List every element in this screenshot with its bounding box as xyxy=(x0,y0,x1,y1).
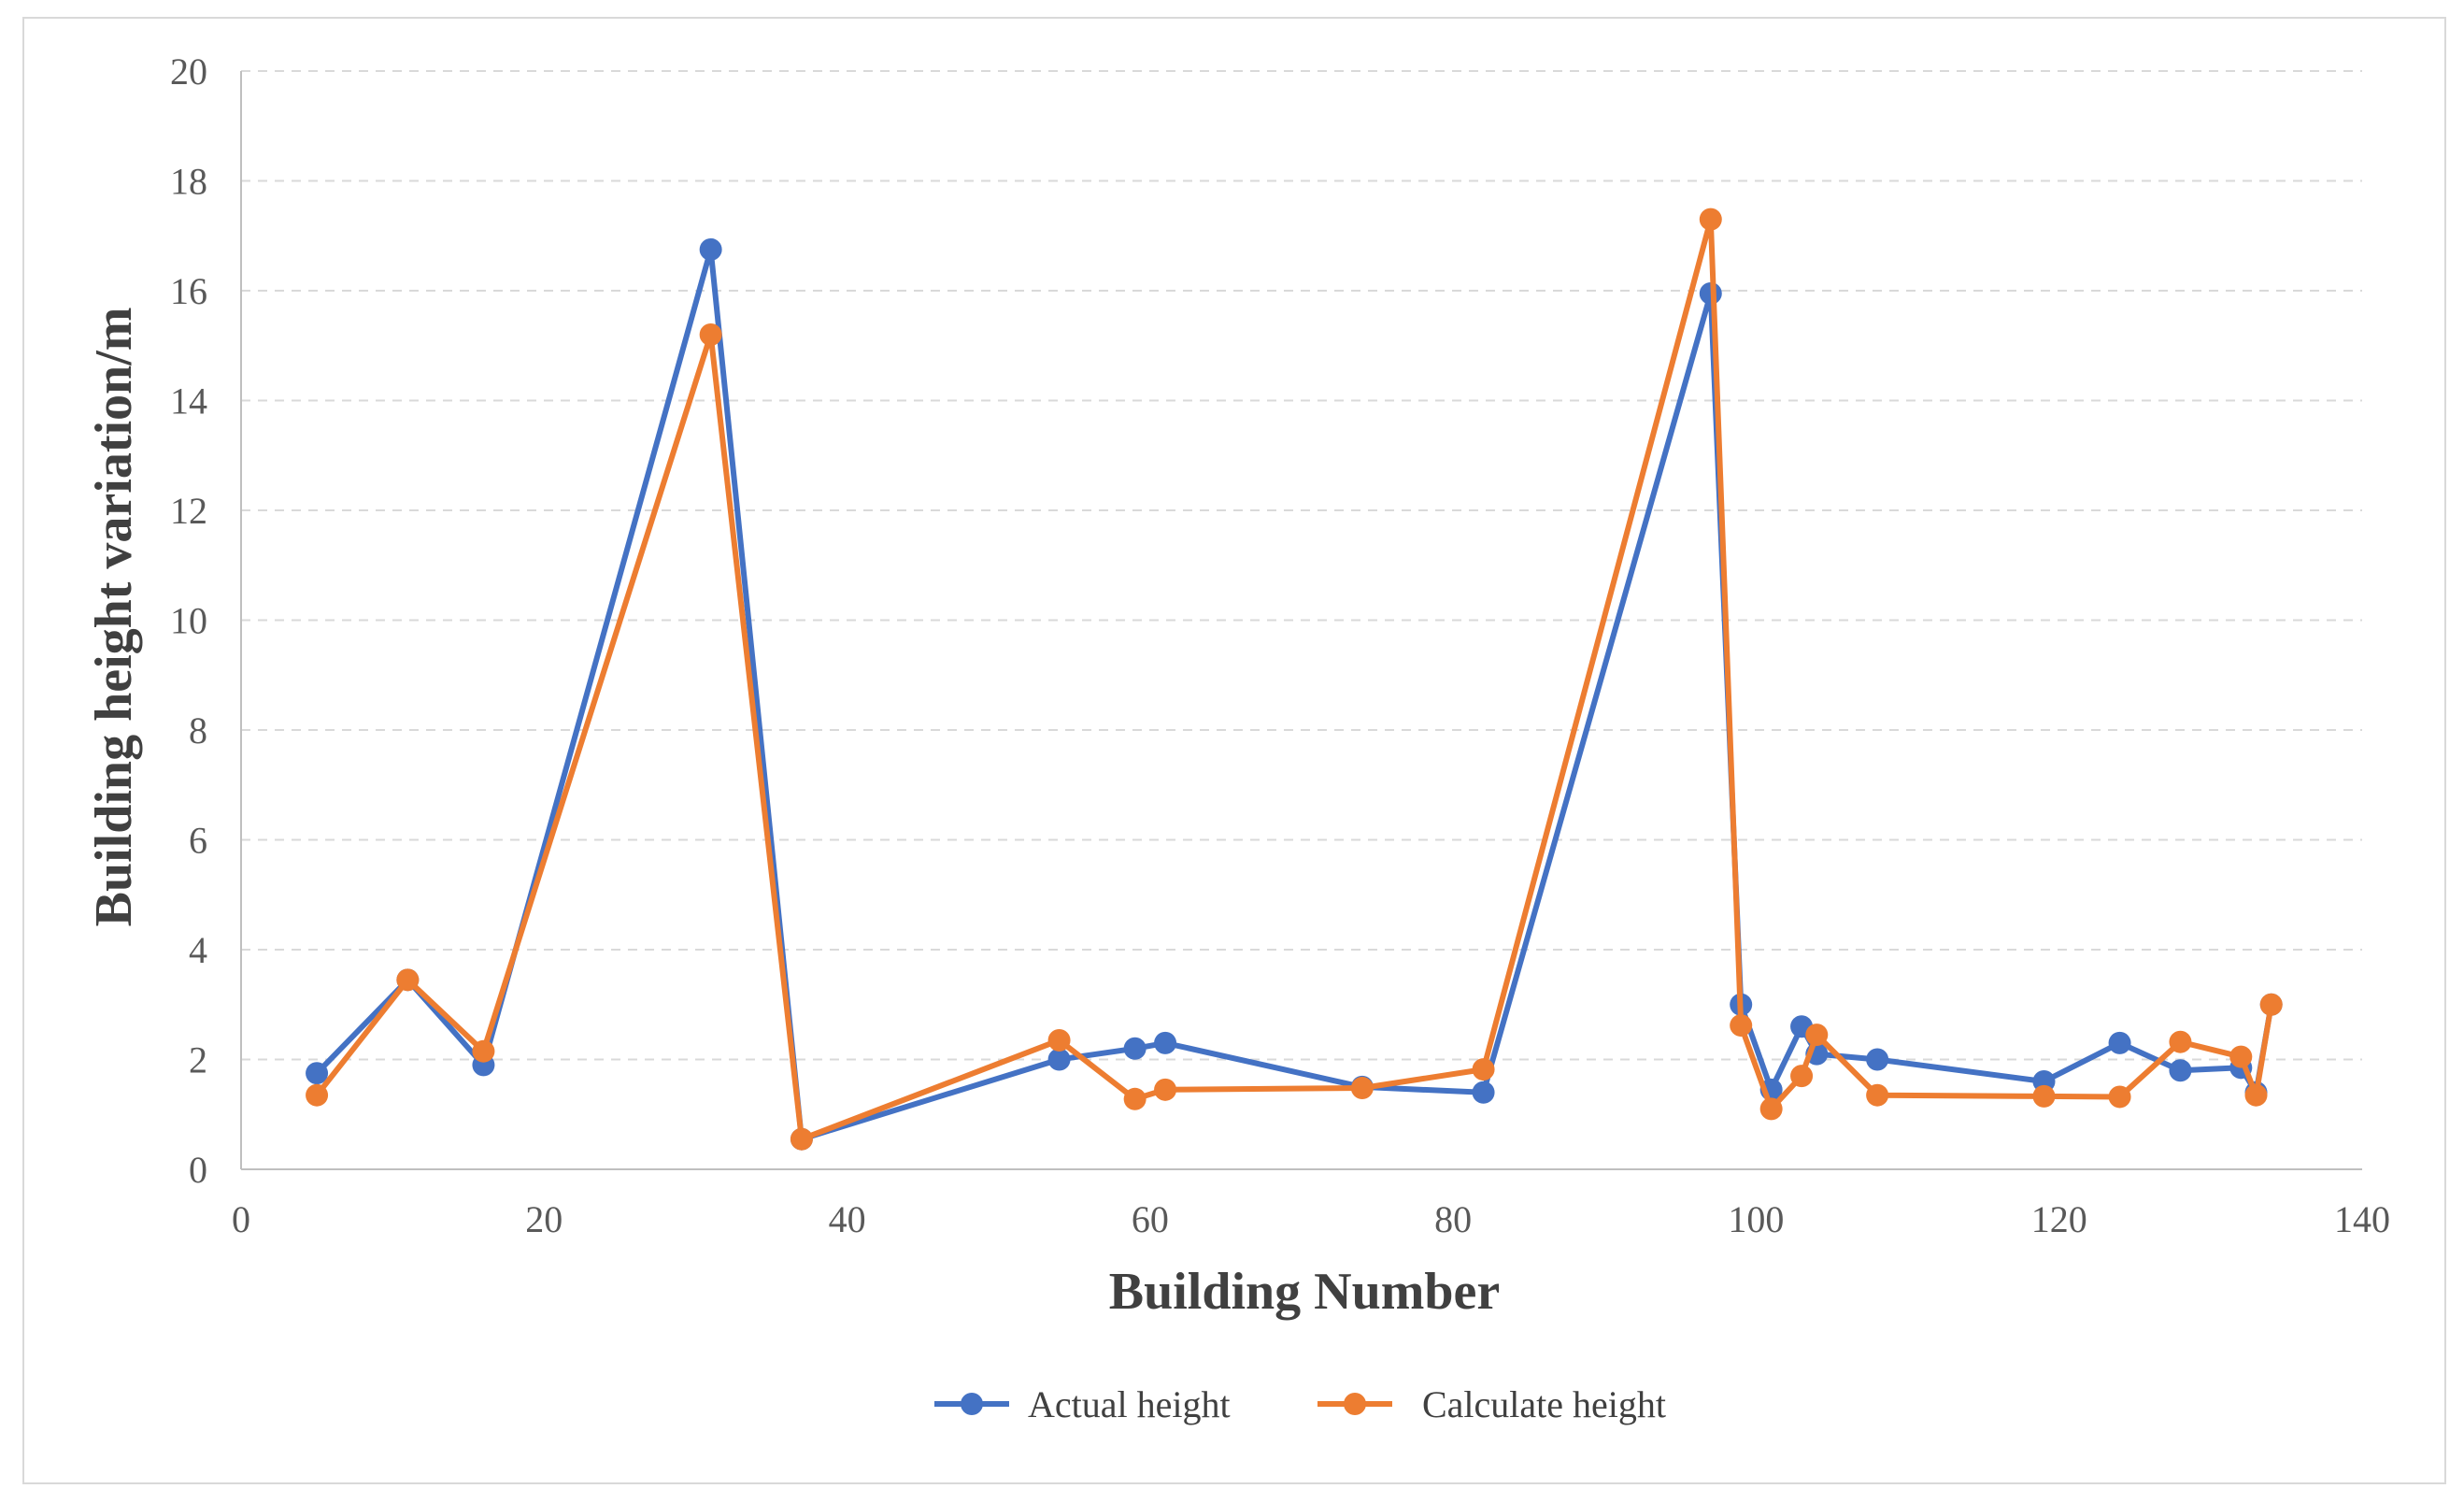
data-point-1-5 xyxy=(1047,1028,1071,1052)
y-tick-label-2: 2 xyxy=(189,1039,207,1081)
y-tick-label-0: 0 xyxy=(189,1149,207,1191)
x-tick-labels: 0 20 40 60 80 100 120 140 xyxy=(232,1198,2390,1240)
gridlines xyxy=(241,70,2362,1061)
legend-item-1: Calculate height xyxy=(1317,1383,1666,1425)
y-tick-label-6: 6 xyxy=(189,820,207,862)
series-line-0 xyxy=(314,246,2274,1142)
data-point-1-11 xyxy=(1730,1014,1753,1038)
data-point-0-9 xyxy=(1472,1081,1495,1104)
data-point-1-7 xyxy=(1154,1078,1177,1101)
y-tick-labels: 0 2 4 6 8 10 12 14 16 18 20 xyxy=(170,50,207,1191)
data-point-1-10 xyxy=(1699,208,1722,231)
data-point-1-21 xyxy=(2259,993,2283,1016)
y-tick-label-8: 8 xyxy=(189,709,207,752)
data-point-1-8 xyxy=(1350,1077,1374,1100)
data-point-1-17 xyxy=(2108,1085,2131,1109)
legend: Actual height Calculate height xyxy=(934,1383,1666,1425)
data-point-1-14 xyxy=(1805,1023,1829,1047)
x-tick-label-100: 100 xyxy=(1728,1198,1784,1240)
series-line-1 xyxy=(314,216,2274,1142)
data-point-1-0 xyxy=(306,1083,329,1107)
data-point-1-16 xyxy=(2032,1084,2056,1108)
data-point-0-7 xyxy=(1154,1031,1177,1054)
data-point-0-18 xyxy=(2169,1059,2192,1082)
y-tick-label-20: 20 xyxy=(170,50,207,93)
legend-label-0: Actual height xyxy=(1028,1383,1231,1425)
x-tick-label-120: 120 xyxy=(2031,1198,2087,1240)
x-tick-label-40: 40 xyxy=(829,1198,866,1240)
series-calculate-height xyxy=(306,208,2283,1151)
x-tick-label-0: 0 xyxy=(232,1198,250,1240)
data-point-1-13 xyxy=(1790,1065,1814,1088)
legend-label-1: Calculate height xyxy=(1422,1383,1666,1425)
data-point-1-18 xyxy=(2169,1030,2192,1053)
y-tick-label-12: 12 xyxy=(170,490,207,532)
series-actual-height xyxy=(306,237,2283,1151)
y-tick-label-18: 18 xyxy=(170,161,207,203)
data-point-1-19 xyxy=(2229,1045,2253,1068)
y-tick-label-10: 10 xyxy=(170,600,207,642)
data-point-1-9 xyxy=(1472,1058,1495,1081)
x-tick-label-20: 20 xyxy=(525,1198,563,1240)
data-point-1-12 xyxy=(1759,1097,1783,1121)
data-point-1-6 xyxy=(1123,1087,1147,1110)
series xyxy=(306,208,2283,1151)
axes xyxy=(240,71,2362,1170)
data-point-0-0 xyxy=(306,1062,329,1085)
data-point-0-15 xyxy=(1866,1048,1889,1071)
data-point-1-4 xyxy=(790,1127,813,1151)
x-axis-title: Building Number xyxy=(1109,1263,1501,1321)
legend-item-0: Actual height xyxy=(934,1383,1231,1425)
y-tick-label-4: 4 xyxy=(189,929,207,971)
data-point-1-1 xyxy=(396,968,420,992)
data-point-0-17 xyxy=(2108,1031,2131,1054)
data-point-0-5 xyxy=(1047,1048,1071,1071)
y-tick-label-16: 16 xyxy=(170,270,207,312)
data-point-1-20 xyxy=(2244,1083,2268,1107)
data-point-1-3 xyxy=(699,323,722,346)
data-point-1-2 xyxy=(472,1039,495,1063)
x-tick-label-60: 60 xyxy=(1132,1198,1169,1240)
data-point-1-15 xyxy=(1866,1083,1889,1107)
chart-frame xyxy=(22,17,2446,1484)
y-axis-title: Building height variation/m xyxy=(85,308,143,927)
legend-marker-1 xyxy=(1344,1393,1366,1415)
x-tick-label-140: 140 xyxy=(2334,1198,2390,1240)
data-point-0-6 xyxy=(1123,1037,1147,1060)
legend-marker-0 xyxy=(961,1393,983,1415)
data-point-0-3 xyxy=(699,237,722,261)
y-tick-label-14: 14 xyxy=(170,380,207,422)
x-tick-label-80: 80 xyxy=(1434,1198,1472,1240)
